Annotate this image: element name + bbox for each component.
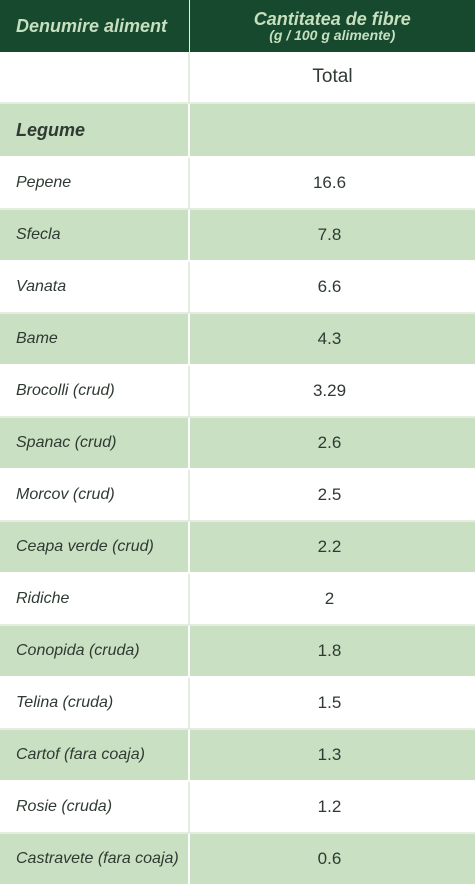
fiber-value-cell: 3.29 <box>189 365 475 418</box>
fiber-value-cell: 1.5 <box>189 677 475 730</box>
food-name-cell: Brocolli (crud) <box>0 365 190 418</box>
fiber-value-cell: 2 <box>189 573 475 626</box>
food-name-cell: Ridiche <box>0 573 190 626</box>
table-row: Brocolli (crud) 3.29 <box>0 365 475 418</box>
fiber-value-cell: 0.6 <box>189 833 475 886</box>
food-name-cell: Cartof (fara coaja) <box>0 729 190 782</box>
table-row: Castravete (fara coaja) 0.6 <box>0 833 475 886</box>
fiber-value-cell: 2.6 <box>189 417 475 470</box>
food-name-cell: Rosie (cruda) <box>0 781 190 834</box>
table-row: Rosie (cruda) 1.2 <box>0 781 475 834</box>
table-row: Sfecla 7.8 <box>0 209 475 262</box>
subheader-total-label: Total <box>189 52 475 104</box>
header-food-name: Denumire aliment <box>0 0 190 52</box>
food-name-cell: Pepene <box>0 157 190 210</box>
fiber-value-cell: 1.2 <box>189 781 475 834</box>
table-body: Pepene 16.6 Sfecla 7.8 Vanata 6.6 Bame 4.3 Broco… <box>0 157 475 886</box>
food-name-cell: Bame <box>0 313 190 366</box>
fiber-value-cell: 6.6 <box>189 261 475 314</box>
fiber-value-cell: 4.3 <box>189 313 475 366</box>
table-row: Vanata 6.6 <box>0 261 475 314</box>
food-name-cell: Castravete (fara coaja) <box>0 833 190 886</box>
fiber-value-cell: 1.8 <box>189 625 475 678</box>
section-label: Legume <box>0 103 190 158</box>
table-header-row: Denumire aliment Cantitatea de fibre (g … <box>0 0 475 52</box>
header-fiber-unit: (g / 100 g alimente) <box>269 27 396 43</box>
subheader-name-cell <box>0 52 190 104</box>
fiber-value-cell: 16.6 <box>189 157 475 210</box>
table-row: Ceapa verde (crud) 2.2 <box>0 521 475 574</box>
section-value <box>189 103 475 158</box>
table-row: Ridiche 2 <box>0 573 475 626</box>
fiber-value-cell: 2.5 <box>189 469 475 522</box>
food-name-cell: Spanac (crud) <box>0 417 190 470</box>
fiber-value-cell: 1.3 <box>189 729 475 782</box>
table-row: Telina (cruda) 1.5 <box>0 677 475 730</box>
food-name-cell: Ceapa verde (crud) <box>0 521 190 574</box>
food-name-cell: Sfecla <box>0 209 190 262</box>
food-name-cell: Telina (cruda) <box>0 677 190 730</box>
header-fiber-amount: Cantitatea de fibre (g / 100 g alimente) <box>189 0 475 52</box>
subheader-row: Total <box>0 52 475 104</box>
table-row: Spanac (crud) 2.6 <box>0 417 475 470</box>
table-row: Bame 4.3 <box>0 313 475 366</box>
table-row: Pepene 16.6 <box>0 157 475 210</box>
section-row-legume: Legume <box>0 103 475 158</box>
food-name-cell: Conopida (cruda) <box>0 625 190 678</box>
header-fiber-title: Cantitatea de fibre <box>253 9 411 29</box>
fiber-value-cell: 7.8 <box>189 209 475 262</box>
table-row: Conopida (cruda) 1.8 <box>0 625 475 678</box>
table-row: Morcov (crud) 2.5 <box>0 469 475 522</box>
table-row: Cartof (fara coaja) 1.3 <box>0 729 475 782</box>
food-name-cell: Morcov (crud) <box>0 469 190 522</box>
food-name-cell: Vanata <box>0 261 190 314</box>
fiber-value-cell: 2.2 <box>189 521 475 574</box>
